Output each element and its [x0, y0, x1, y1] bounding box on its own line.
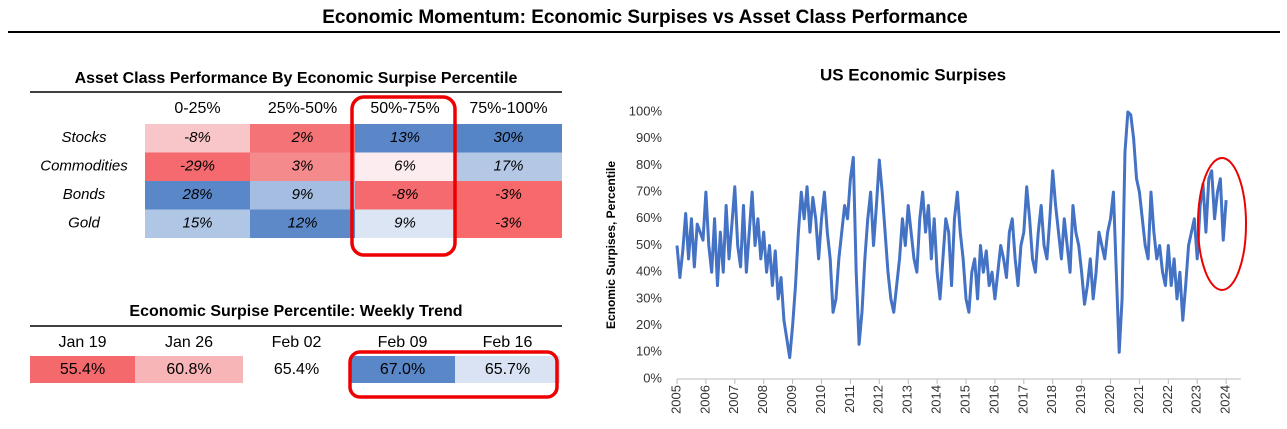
cell-text: 65.7% — [485, 361, 530, 378]
row-label: Bonds — [63, 186, 106, 203]
y-axis-label: Ecnomic Surpises, Percentile — [604, 161, 618, 329]
highlight-box — [348, 350, 559, 399]
row-label: Commodities — [40, 158, 128, 175]
x-tick-label: 2014 — [929, 385, 944, 414]
cell — [350, 356, 455, 383]
y-tick-label: 70% — [636, 184, 662, 199]
cell — [355, 209, 455, 238]
cell-text: 9% — [292, 186, 314, 203]
y-tick-label: 80% — [636, 157, 662, 172]
x-tick-label: 2006 — [697, 385, 712, 414]
cell-text: 60.8% — [166, 361, 211, 378]
y-tick-label: 10% — [636, 344, 662, 359]
cell — [250, 209, 355, 238]
x-tick-label: 2020 — [1102, 385, 1117, 414]
column-header: 50%-75% — [370, 100, 439, 117]
cell — [145, 124, 250, 153]
cell — [455, 209, 562, 238]
x-tick-label: 2011 — [842, 385, 857, 413]
cell — [355, 124, 455, 153]
x-tick-label: 2012 — [871, 385, 886, 414]
cell-text: 13% — [390, 129, 420, 146]
y-tick-label: 40% — [636, 264, 662, 279]
x-tick-label: 2013 — [900, 385, 915, 414]
highlight-box — [350, 95, 457, 257]
y-tick-label: 20% — [636, 317, 662, 332]
y-tick-label: 100% — [629, 103, 663, 118]
cell-text: -29% — [180, 158, 215, 175]
cell-text: 17% — [493, 158, 523, 175]
cell-text: 9% — [394, 215, 416, 232]
cell — [145, 209, 250, 238]
column-header: 25%-50% — [268, 100, 337, 117]
column-header: Feb 09 — [378, 334, 428, 351]
cell — [30, 356, 135, 383]
table-title: Asset Class Performance By Economic Surp… — [75, 70, 518, 87]
cell — [455, 356, 560, 383]
x-tick-label: 2024 — [1218, 385, 1233, 414]
x-tick-label: 2023 — [1189, 385, 1204, 414]
x-tick-label: 2007 — [726, 385, 741, 414]
y-tick-label: 30% — [636, 290, 662, 305]
cell-text: 28% — [181, 186, 212, 203]
cell-text: -8% — [392, 186, 419, 203]
cell-text: 12% — [287, 215, 317, 232]
row-label: Stocks — [61, 129, 107, 146]
cell — [250, 124, 355, 153]
column-header: Feb 02 — [272, 334, 322, 351]
cell — [145, 152, 250, 181]
x-tick-label: 2017 — [1015, 385, 1030, 414]
cell — [455, 124, 562, 153]
cell — [243, 356, 350, 383]
highlight-ellipse — [1197, 157, 1247, 291]
y-tick-label: 60% — [636, 210, 662, 225]
cell-text: 65.4% — [274, 361, 319, 378]
cell-text: 6% — [394, 158, 416, 175]
cell — [355, 181, 455, 210]
x-tick-label: 2010 — [813, 385, 828, 414]
cell-text: 55.4% — [60, 361, 105, 378]
x-tick-label: 2021 — [1131, 385, 1146, 414]
line-chart: US Economic Surpises Ecnomic Surpises, Pe… — [604, 65, 1241, 414]
row-label: Gold — [68, 215, 100, 232]
cell-text: 30% — [493, 129, 523, 146]
x-tick-label: 2009 — [784, 385, 799, 414]
x-tick-label: 2019 — [1073, 385, 1088, 414]
cell-text: -3% — [495, 215, 522, 232]
x-tick-label: 2018 — [1044, 385, 1059, 414]
cell-text: 67.0% — [380, 361, 425, 378]
y-tick-label: 90% — [636, 130, 662, 145]
column-header: 75%-100% — [469, 100, 547, 117]
column-header: 0-25% — [174, 100, 220, 117]
cell — [355, 152, 455, 181]
column-header: Feb 16 — [483, 334, 533, 351]
page-title: Economic Momentum: Economic Surpises vs … — [322, 7, 968, 28]
cell — [455, 152, 562, 181]
cell-text: 15% — [182, 215, 212, 232]
cell-text: -8% — [184, 129, 211, 146]
chart-title: US Economic Surpises — [820, 65, 1006, 84]
cell — [145, 181, 250, 210]
y-tick-label: 50% — [636, 237, 662, 252]
column-header: Jan 26 — [165, 334, 213, 351]
table-title: Economic Surpise Percentile: Weekly Tren… — [129, 303, 462, 320]
cell — [250, 181, 355, 210]
tables: 0-25% 25%-50% 50%-75% 75%-100% Stocks -8% 2% 13… — [30, 100, 562, 383]
cell-text: 2% — [291, 129, 314, 146]
column-header: Jan 19 — [58, 334, 106, 351]
cell — [455, 181, 562, 210]
x-tick-label: 2005 — [668, 385, 683, 414]
cell-text: -3% — [495, 186, 522, 203]
x-tick-label: 2022 — [1160, 385, 1175, 414]
x-tick-label: 2008 — [755, 385, 770, 414]
x-tick-label: 2015 — [957, 385, 972, 414]
x-tick-label: 2016 — [986, 385, 1001, 414]
cell — [135, 356, 243, 383]
y-tick-label: 0% — [643, 370, 662, 385]
cell — [250, 152, 355, 181]
series-line — [675, 110, 1228, 360]
cell-text: 3% — [292, 158, 314, 175]
